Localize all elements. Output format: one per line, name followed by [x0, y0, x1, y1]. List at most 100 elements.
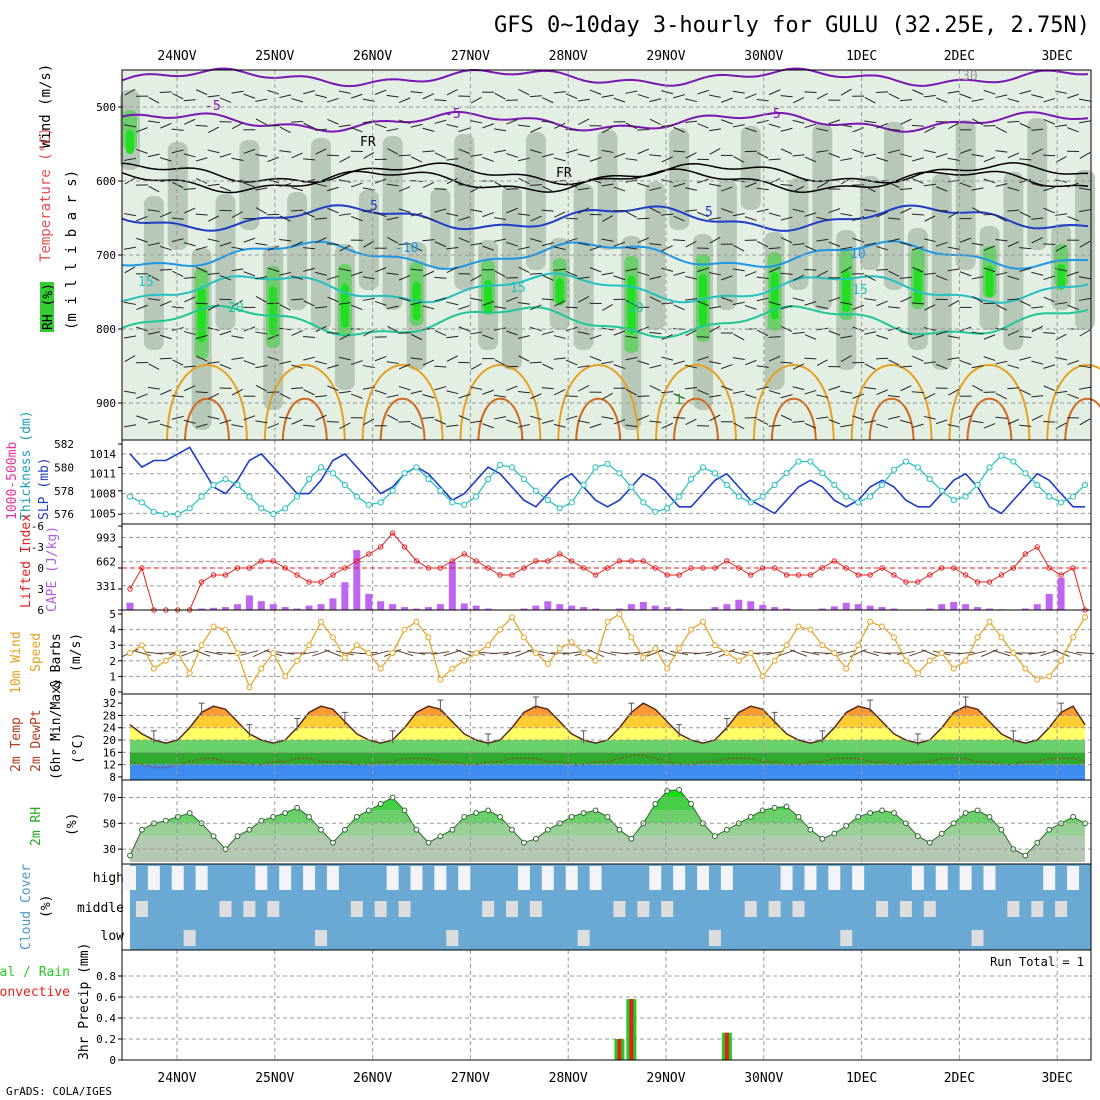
cloud-clear-cell	[541, 866, 554, 890]
wind10-point	[807, 626, 814, 633]
wind-barb	[744, 271, 757, 277]
wind-barb	[529, 415, 542, 420]
wind-barb	[386, 305, 399, 310]
thickness-point	[556, 505, 563, 512]
wind-barb	[207, 361, 220, 364]
wind10-point	[819, 642, 826, 649]
contour-label: 5	[370, 199, 378, 214]
rh-point	[986, 813, 993, 820]
thickness-point	[962, 493, 969, 500]
wind-barb	[876, 157, 888, 162]
precip-label2: Convective	[0, 985, 70, 1000]
cloud-label2: (%)	[39, 895, 54, 918]
rh-point	[604, 813, 611, 820]
cape-bar	[580, 607, 588, 610]
wind-barb	[147, 298, 160, 301]
rh-point	[974, 807, 981, 814]
wind-barb	[613, 275, 626, 281]
bottom-date-axis: 24NOV 25NOV 26NOV 27NOV 28NOV 29NOV 30NOV 1DEC 2…	[157, 1071, 1072, 1086]
li-point	[270, 558, 276, 564]
wind-barb	[912, 178, 924, 184]
wind-barb	[517, 157, 530, 162]
wind-barb	[649, 243, 662, 246]
wind10-point	[616, 611, 623, 617]
wind-barb	[685, 241, 697, 248]
wind-barb	[876, 334, 888, 340]
wind10-point	[353, 642, 360, 649]
wind-barb	[888, 93, 900, 100]
thickness-point	[138, 499, 146, 506]
wind-barb	[840, 88, 852, 96]
rh-point	[962, 810, 969, 816]
wind-barb	[792, 297, 805, 302]
wind-barb	[911, 391, 924, 394]
rh-patch	[143, 196, 164, 350]
wind-barb	[398, 186, 411, 192]
li-point	[628, 558, 635, 564]
cloud-clear-cell	[195, 866, 208, 890]
thickness-point	[1034, 481, 1041, 489]
wind-barb	[685, 418, 697, 425]
thickness-point	[162, 511, 169, 518]
chart-title: GFS 0~10day 3-hourly for GULU (32.25E, 2…	[494, 13, 1090, 38]
cape-bar	[341, 582, 349, 610]
y-tick-label: 6	[37, 604, 44, 617]
y-tick-label: 4	[109, 624, 116, 637]
li-point	[998, 572, 1005, 578]
wind-barb	[315, 94, 327, 99]
wind10-point	[473, 650, 480, 656]
thickness-point	[938, 487, 945, 494]
wind-barb	[351, 215, 363, 222]
wind-barb	[685, 275, 698, 280]
rh-patch-saturated	[126, 130, 134, 154]
wind-barb	[948, 300, 960, 307]
wind-barb	[159, 91, 172, 94]
wind-barb	[983, 89, 996, 95]
thickness-point	[1069, 493, 1077, 500]
li-point	[389, 530, 396, 536]
wind10-point	[568, 639, 575, 646]
cape-bar	[675, 608, 683, 610]
cloud-clear-cell	[1067, 866, 1080, 890]
wind-barb	[971, 98, 984, 102]
wind-barb	[482, 212, 494, 218]
wind-barb	[816, 181, 828, 189]
wind-barb	[422, 394, 435, 399]
wind-barb	[327, 275, 339, 281]
wind-barb	[434, 330, 447, 336]
wind10-point	[401, 626, 408, 633]
thickness-point	[174, 511, 181, 518]
wind-barb	[577, 365, 590, 368]
wind-barb	[768, 123, 781, 128]
temp-label2: 2m DewPt	[29, 709, 44, 772]
cloud-clear-cell	[971, 930, 984, 946]
wind-barb	[625, 424, 638, 428]
rh-point	[652, 801, 659, 807]
wind10-point	[532, 650, 539, 656]
y-tick-label: 70	[103, 791, 116, 804]
wind-barb	[792, 363, 805, 370]
wind-barb	[613, 97, 626, 103]
cloud-clear-cell	[1043, 866, 1056, 890]
wind-barb	[243, 360, 256, 366]
wind-barb	[1019, 211, 1031, 218]
wind-barb	[625, 268, 638, 272]
rh-patch-saturated	[340, 284, 349, 328]
precip-convective-bar	[617, 1039, 622, 1060]
wind-barb	[338, 213, 351, 216]
wind-barb	[195, 302, 208, 305]
wind-barb	[1043, 275, 1056, 281]
wind-barb	[887, 306, 901, 309]
wind-barb	[577, 420, 590, 424]
wind-barb	[601, 183, 614, 187]
wind-barb	[828, 296, 841, 302]
li-point	[198, 579, 205, 585]
thickness-point	[246, 493, 253, 500]
wind-barb	[183, 419, 196, 424]
cloud-clear-cell	[780, 866, 793, 890]
cloud-clear-cell	[911, 866, 924, 890]
cloud-clear-cell	[410, 866, 423, 890]
wind-barb	[602, 126, 613, 134]
date-label-top: 30NOV	[744, 49, 783, 64]
